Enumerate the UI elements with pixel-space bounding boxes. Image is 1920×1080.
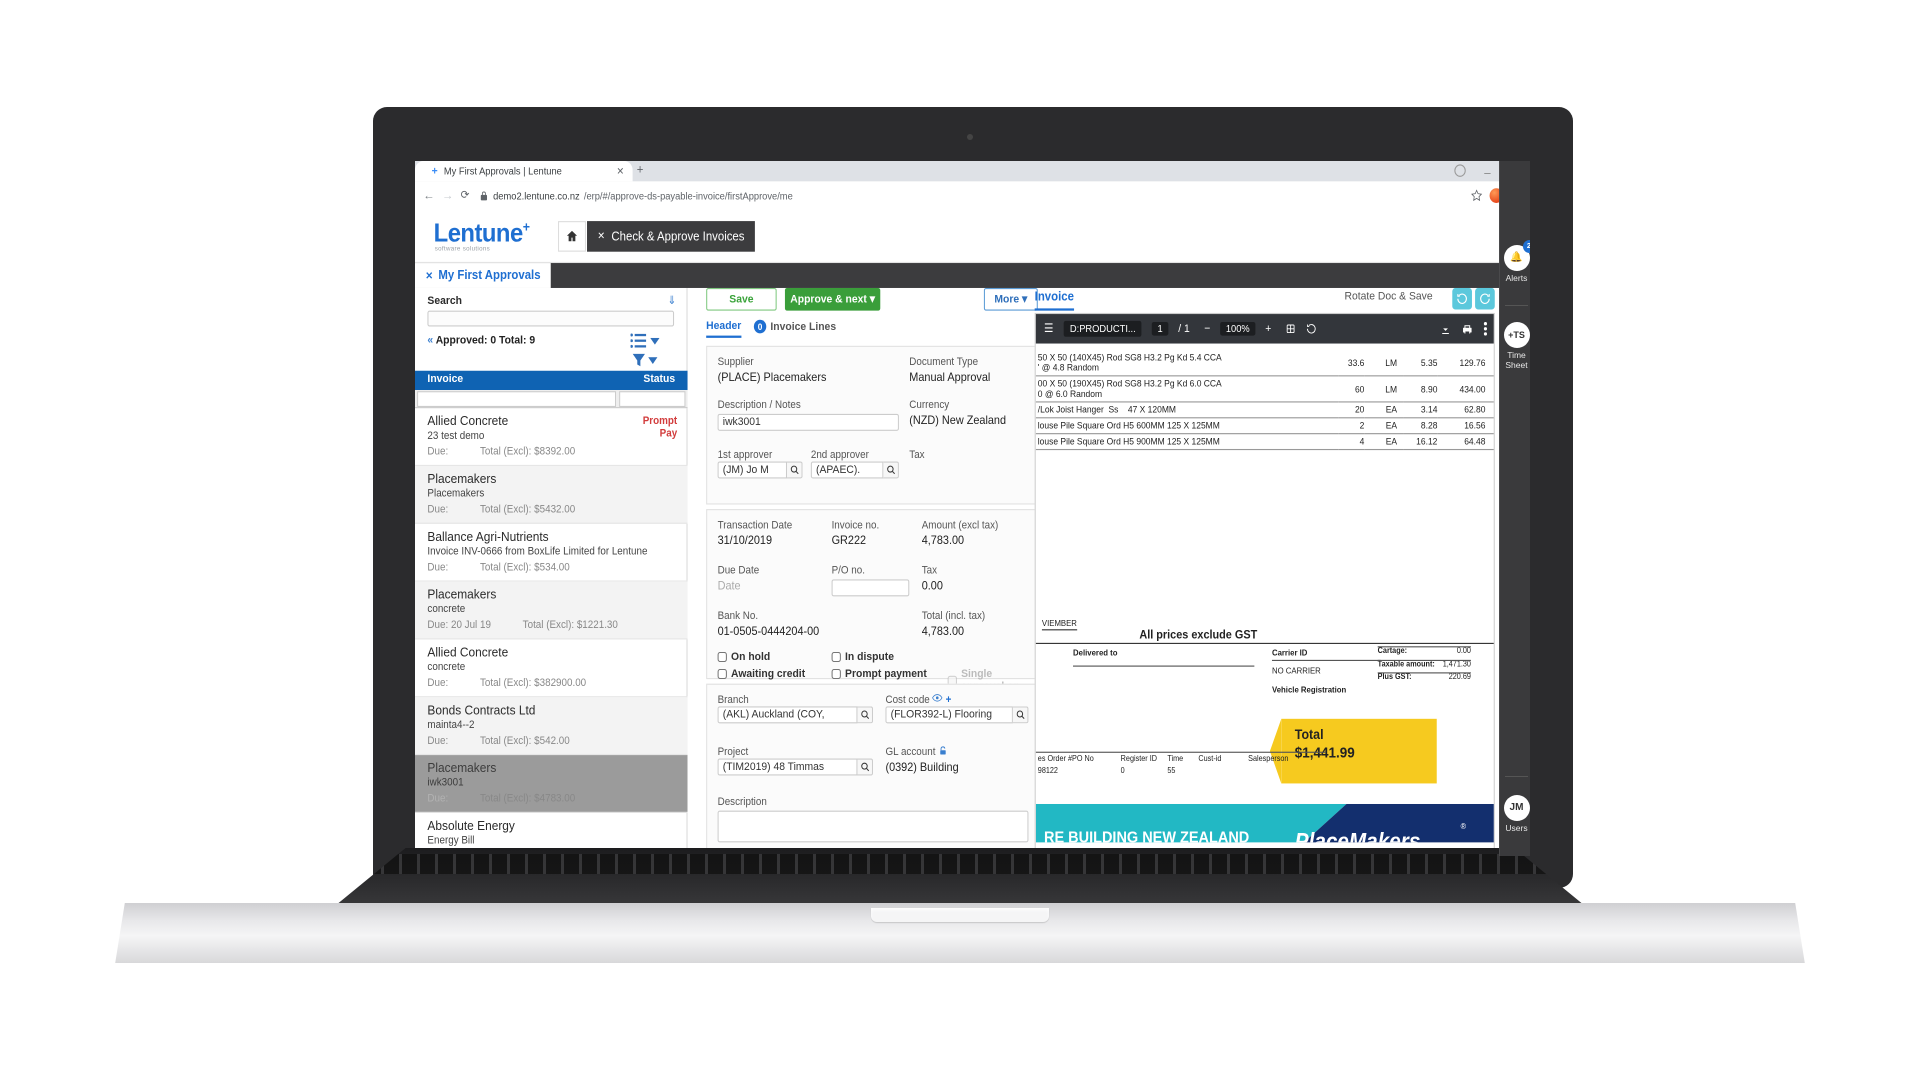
svg-text:®: ® [1461, 821, 1467, 830]
svg-text:PlaceMakers: PlaceMakers [1295, 828, 1421, 842]
svg-text:RE BUILDING NEW ZEALAND: RE BUILDING NEW ZEALAND [1044, 829, 1249, 843]
